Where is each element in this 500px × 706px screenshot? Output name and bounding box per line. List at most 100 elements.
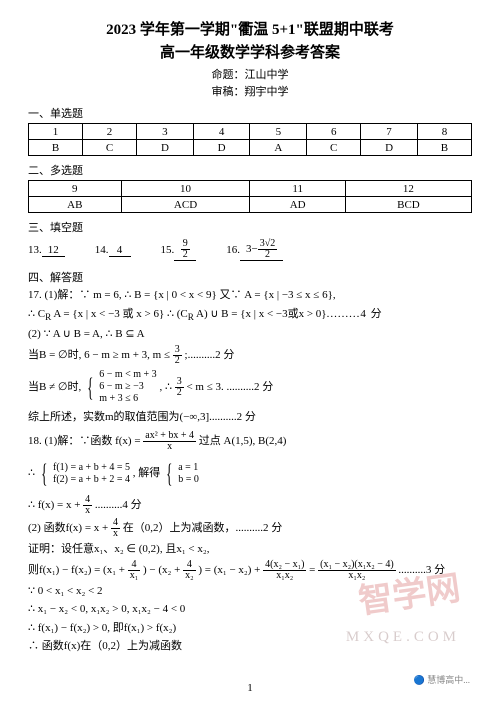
p18-l2: ∴ { f(1) = a + b + 4 = 5 f(2) = a + b + … bbox=[28, 454, 472, 493]
p18-l7: ∵ 0 < x₁ < x₂ < 2 bbox=[28, 583, 472, 600]
brace-group: { 6 − m < m + 3 6 − m ≥ −3 m + 3 ≤ 6 bbox=[84, 368, 157, 407]
section-solve: 四、解答题 bbox=[28, 269, 472, 285]
p18-l10: ∴ 函数f(x)在（0,2）上为减函数 bbox=[28, 638, 472, 655]
table-row: 9101112 bbox=[29, 181, 472, 197]
cell: 7 bbox=[361, 124, 418, 140]
txt: 则f(x₁) − f(x₂) = (x₁ + bbox=[28, 564, 128, 576]
p17-l4: 当B = ∅时, 6 − m ≥ m + 3, m ≤ 32 ;........… bbox=[28, 345, 472, 366]
brace-line: f(1) = a + b + 4 = 5 bbox=[53, 462, 130, 474]
fill-ans: 92 bbox=[174, 239, 196, 261]
section-multi: 二、多选题 bbox=[28, 162, 472, 178]
cell: C bbox=[307, 140, 361, 156]
cell: 10 bbox=[121, 181, 250, 197]
cell: ACD bbox=[121, 197, 250, 213]
section-fill: 三、填空题 bbox=[28, 219, 472, 235]
cell: 1 bbox=[29, 124, 83, 140]
table-multi: 9101112 ABACDADBCD bbox=[28, 180, 472, 213]
txt: ;..........2 分 bbox=[185, 349, 235, 361]
cell: B bbox=[417, 140, 471, 156]
frac-den: x bbox=[111, 529, 120, 539]
p18-l5: 证明：设任意x₁、x₂ ∈ (0,2), 且x₁ < x₂, bbox=[28, 541, 472, 558]
p18-l8: ∴ x₁ − x₂ < 0, x₁x₂ > 0, x₁x₂ − 4 < 0 bbox=[28, 601, 472, 618]
txt: 过点 A(1,5), B(2,4) bbox=[199, 435, 287, 447]
page-number: 1 bbox=[247, 682, 253, 694]
txt: ∴ C bbox=[28, 308, 45, 320]
txt: 在（0,2）上为减函数，..........2 分 bbox=[123, 522, 283, 534]
cell: B bbox=[29, 140, 83, 156]
txt: 18. (1)解：∵函数 f(x) = bbox=[28, 435, 143, 447]
frac-den: 2 bbox=[173, 356, 182, 366]
brace-line: m + 3 ≤ 6 bbox=[99, 393, 156, 405]
frac-den: 2 bbox=[181, 250, 190, 260]
p17-l5: 当B ≠ ∅时, { 6 − m < m + 3 6 − m ≥ −3 m + … bbox=[28, 368, 472, 407]
table-row: 12345678 bbox=[29, 124, 472, 140]
txt: ∴ bbox=[28, 467, 38, 479]
cell: 6 bbox=[307, 124, 361, 140]
txt: ) = (x₁ − x₂) + bbox=[198, 564, 263, 576]
txt: ) − (x₂ + bbox=[143, 564, 183, 576]
txt: = bbox=[309, 564, 318, 576]
p18-l4: (2) 函数f(x) = x + 4x 在（0,2）上为减函数，........… bbox=[28, 518, 472, 539]
fill-14: 14. 4 bbox=[95, 239, 131, 261]
brace-line: 6 − m < m + 3 bbox=[99, 369, 156, 381]
fill-row: 13. 12 14. 4 15. 92 16. 3−3√22 bbox=[28, 239, 472, 261]
fill-num: 16. bbox=[226, 244, 240, 256]
txt: ∴ f(x) = x + bbox=[28, 499, 83, 511]
cell: 9 bbox=[29, 181, 122, 197]
frac-den: x bbox=[143, 442, 196, 452]
cell: 12 bbox=[345, 181, 471, 197]
frac-den: x₂ bbox=[183, 571, 196, 581]
table-row: ABACDADBCD bbox=[29, 197, 472, 213]
p17-l1: 17. (1)解：∵ m = 6, ∴ B = {x | 0 < x < 9} … bbox=[28, 287, 472, 304]
credit-proposer-label: 命题： bbox=[212, 69, 245, 81]
cell: BCD bbox=[345, 197, 471, 213]
cell: 8 bbox=[417, 124, 471, 140]
frac-den: x₁x₂ bbox=[318, 571, 396, 581]
cell: D bbox=[137, 140, 194, 156]
title-main: 2023 学年第一学期"衢温 5+1"联盟期中联考 bbox=[28, 18, 472, 39]
brace-line: a = 1 bbox=[178, 462, 199, 474]
p18-l9: ∴ f(x₁) − f(x₂) > 0, 即f(x₁) > f(x₂) bbox=[28, 620, 472, 637]
section-single: 一、单选题 bbox=[28, 105, 472, 121]
credit-proposer-value: 江山中学 bbox=[245, 69, 289, 81]
cell: AD bbox=[250, 197, 345, 213]
p17-l3: (2) ∵ A ∪ B = A, ∴ B ⊆ A bbox=[28, 326, 472, 343]
fill-16: 16. 3−3√22 bbox=[226, 239, 283, 261]
cell: D bbox=[193, 140, 250, 156]
credit-reviewer-value: 翔宇中学 bbox=[245, 86, 289, 98]
brace-group: { a = 1 b = 0 bbox=[163, 454, 199, 493]
fill-13: 13. 12 bbox=[28, 239, 65, 261]
credit-reviewer-label: 审稿： bbox=[212, 86, 245, 98]
p17-l2: ∴ CR A = {x | x < −3 或 x > 6} ∴ (CR A) ∪… bbox=[28, 306, 472, 325]
cell: A bbox=[250, 140, 307, 156]
cell: D bbox=[361, 140, 418, 156]
txt: ..........3 分 bbox=[398, 564, 445, 576]
txt: , 解得 bbox=[133, 467, 161, 479]
p17-l6: 综上所述，实数m的取值范围为(−∞,3]..........2 分 bbox=[28, 409, 472, 426]
cell: 5 bbox=[250, 124, 307, 140]
table-single: 12345678 BCDDACDB bbox=[28, 123, 472, 156]
brace-icon: { bbox=[41, 454, 47, 493]
txt: A = {x | x < −3 或 x > 6} ∴ (C bbox=[51, 308, 188, 320]
cell: 2 bbox=[83, 124, 137, 140]
title-sub: 高一年级数学学科参考答案 bbox=[28, 41, 472, 62]
cell: C bbox=[83, 140, 137, 156]
problem-17: 17. (1)解：∵ m = 6, ∴ B = {x | 0 < x < 9} … bbox=[28, 287, 472, 425]
txt: A) ∪ B = {x | x < −3或x > 0} bbox=[194, 308, 327, 320]
brace-icon: { bbox=[166, 454, 172, 493]
p18-l3: ∴ f(x) = x + 4x ..........4 分 bbox=[28, 495, 472, 516]
brace-group: { f(1) = a + b + 4 = 5 f(2) = a + b + 2 … bbox=[38, 454, 130, 493]
cell: AB bbox=[29, 197, 122, 213]
cell: 3 bbox=[137, 124, 194, 140]
p18-l6: 则f(x₁) − f(x₂) = (x₁ + 4x₁ ) − (x₂ + 4x₂… bbox=[28, 560, 472, 581]
cell: 4 bbox=[193, 124, 250, 140]
brace-line: f(2) = a + b + 2 = 4 bbox=[53, 474, 130, 486]
fill-num: 14. bbox=[95, 244, 109, 256]
fill-num: 15. bbox=[161, 244, 175, 256]
frac-den: x bbox=[83, 506, 92, 516]
p18-l1: 18. (1)解：∵函数 f(x) = ax² + bx + 4x 过点 A(1… bbox=[28, 431, 472, 452]
brace-line: 6 − m ≥ −3 bbox=[99, 381, 156, 393]
txt: , ∴ bbox=[159, 381, 174, 393]
txt: ..........4 分 bbox=[95, 499, 142, 511]
txt: < m ≤ 3. ..........2 分 bbox=[186, 381, 273, 393]
